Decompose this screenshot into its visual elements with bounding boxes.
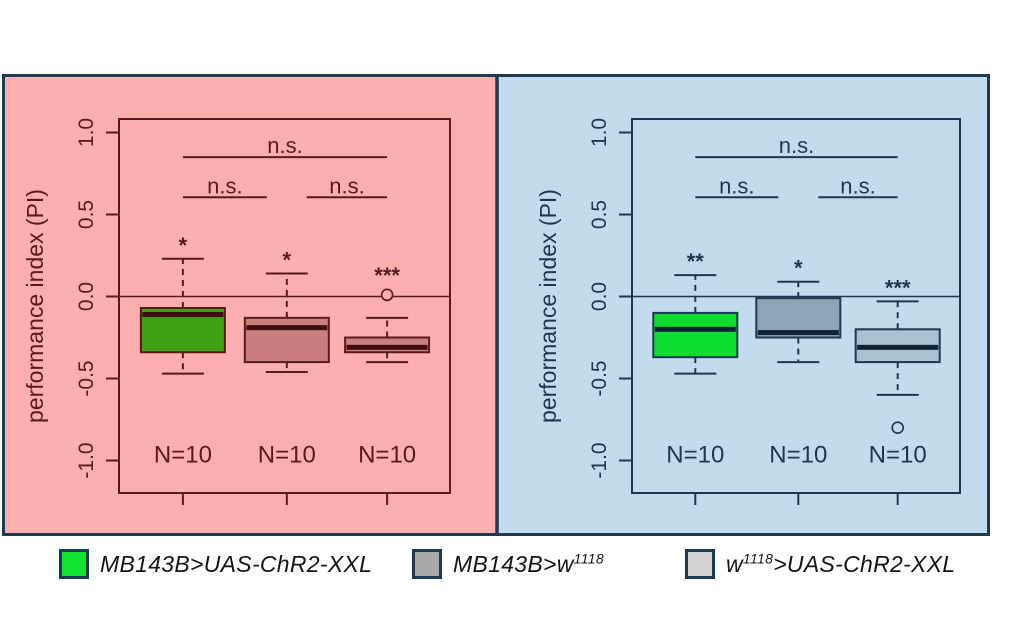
sample-size-label: N=10 bbox=[666, 442, 724, 469]
legend-item-3: w1118>UAS-ChR2-XXL bbox=[685, 548, 955, 580]
significance-bar: n.s. bbox=[306, 173, 388, 199]
median-line bbox=[654, 326, 736, 332]
significance-label: n.s. bbox=[840, 173, 875, 198]
significance-bar: n.s. bbox=[818, 173, 898, 199]
median-line bbox=[757, 330, 839, 336]
panel-right: 1.0 0.5 0.0 -0.5 -1.0 performance index (PI) n… bbox=[497, 74, 990, 536]
legend-label: MB143B>UAS-ChR2-XXL bbox=[100, 550, 373, 577]
y-axis: 1.0 0.5 0.0 -0.5 -1.0 performance index (PI) bbox=[22, 118, 119, 479]
y-tick-label: -1.0 bbox=[588, 442, 611, 478]
y-axis-title: performance index (PI) bbox=[22, 189, 48, 423]
boxplot-group-2: * N=10 bbox=[755, 256, 842, 469]
panel-background bbox=[497, 74, 990, 536]
y-axis: 1.0 0.5 0.0 -0.5 -1.0 performance index (PI) bbox=[535, 118, 632, 479]
panel-background bbox=[2, 74, 497, 536]
legend-item-1: MB143B>UAS-ChR2-XXL bbox=[59, 548, 372, 580]
legend-swatch bbox=[685, 549, 715, 579]
y-tick-label: 0.5 bbox=[75, 200, 98, 229]
median-line bbox=[246, 325, 328, 331]
significance-stars: *** bbox=[374, 263, 400, 288]
significance-label: n.s. bbox=[779, 133, 814, 158]
legend: MB143B>UAS-ChR2-XXL MB143B>w1118 w1118>UAS… bbox=[0, 548, 1024, 582]
y-tick-label: 1.0 bbox=[75, 118, 98, 147]
y-tick-label: -0.5 bbox=[75, 360, 98, 396]
plot-box bbox=[118, 118, 451, 494]
boxplot-group-3: *** N=10 bbox=[854, 275, 941, 469]
legend-swatch bbox=[412, 549, 442, 579]
significance-bar: n.s. bbox=[695, 133, 898, 159]
median-line bbox=[142, 312, 224, 318]
significance-stars: * bbox=[283, 248, 292, 273]
boxplot-group-1: * N=10 bbox=[139, 233, 226, 469]
significance-stars: * bbox=[794, 256, 803, 281]
legend-label: w1118>UAS-ChR2-XXL bbox=[726, 549, 956, 577]
significance-label: n.s. bbox=[719, 173, 754, 198]
significance-stars: ** bbox=[687, 249, 705, 274]
boxplot-group-1: ** N=10 bbox=[652, 249, 739, 469]
panel-left: 1.0 0.5 0.0 -0.5 -1.0 performance index (PI) n… bbox=[2, 74, 497, 536]
significance-bar: n.s. bbox=[182, 173, 267, 199]
y-tick-label: -1.0 bbox=[75, 442, 98, 478]
sample-size-label: N=10 bbox=[154, 442, 212, 469]
boxplot-group-2: * N=10 bbox=[243, 248, 330, 469]
significance-stars: * bbox=[179, 233, 188, 258]
y-tick-label: 0.0 bbox=[588, 282, 611, 311]
legend-item-2: MB143B>w1118 bbox=[412, 548, 604, 580]
significance-label: n.s. bbox=[329, 173, 364, 198]
boxplot-group-3: *** N=10 bbox=[344, 263, 431, 469]
y-tick-label: 1.0 bbox=[588, 118, 611, 147]
significance-bar: n.s. bbox=[182, 133, 388, 159]
outlier-point bbox=[891, 421, 904, 435]
significance-label: n.s. bbox=[267, 133, 302, 158]
median-line bbox=[346, 344, 428, 350]
significance-stars: *** bbox=[885, 275, 911, 300]
sample-size-label: N=10 bbox=[258, 442, 316, 469]
significance-label: n.s. bbox=[207, 173, 242, 198]
sample-size-label: N=10 bbox=[769, 442, 827, 469]
significance-bar: n.s. bbox=[695, 173, 779, 199]
y-tick-label: -0.5 bbox=[588, 360, 611, 396]
outlier-point bbox=[380, 288, 394, 302]
figure-border bbox=[2, 74, 990, 536]
legend-swatch bbox=[59, 549, 89, 579]
median-line bbox=[857, 344, 939, 350]
plot-box bbox=[631, 118, 961, 494]
box bbox=[243, 316, 330, 364]
box bbox=[652, 311, 739, 359]
y-axis-title: performance index (PI) bbox=[535, 189, 561, 423]
y-tick-label: 0.0 bbox=[75, 282, 98, 311]
sample-size-label: N=10 bbox=[869, 442, 927, 469]
legend-label: MB143B>w1118 bbox=[453, 549, 604, 577]
sample-size-label: N=10 bbox=[358, 442, 416, 469]
y-tick-label: 0.5 bbox=[588, 200, 611, 229]
